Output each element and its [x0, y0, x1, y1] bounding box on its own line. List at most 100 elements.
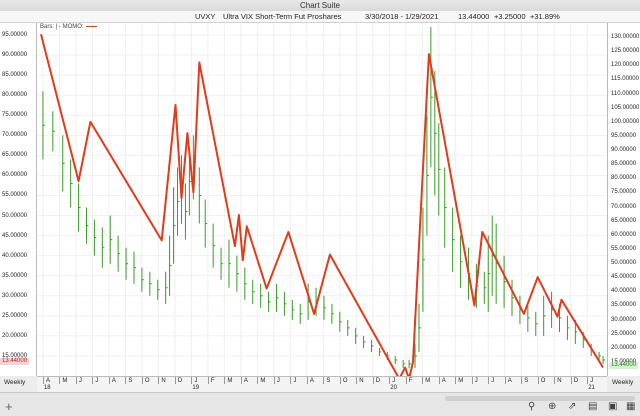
print-icon[interactable]: ▣ [608, 401, 618, 412]
right-tick-label: 125.00000 [611, 48, 640, 55]
right-tick-label: 15.00000 [611, 359, 636, 365]
chart-legend: Bars: | - MOMO: [40, 24, 97, 30]
month-tick [389, 377, 391, 384]
month-label: M [425, 378, 431, 384]
month-tick [257, 377, 259, 384]
price-change: +3.25000 [494, 12, 526, 21]
year-label: 19 [192, 385, 200, 391]
month-label: J [474, 378, 478, 384]
month-label: J [276, 378, 280, 384]
left-tick-label: 25.00000 [2, 312, 28, 319]
month-tick [125, 377, 127, 384]
right-tick-label: 60.00000 [611, 231, 637, 238]
left-tick-label: 40.00000 [2, 252, 28, 259]
month-label: A [309, 378, 314, 384]
month-tick [240, 377, 242, 384]
left-tick-label: 80.00000 [2, 92, 28, 99]
left-tick-label: 90.00000 [2, 52, 28, 59]
right-tick-label: 90.00000 [611, 147, 637, 154]
month-tick [174, 377, 176, 384]
month-label: J [194, 378, 198, 384]
weekly-label-right[interactable]: Weekly [612, 379, 634, 386]
month-label: J [95, 378, 99, 384]
legend-bars-marker: | - [55, 24, 63, 30]
year-label: 18 [43, 385, 51, 391]
right-tick-label: 85.00000 [611, 161, 637, 168]
zoom-icon[interactable]: ⚲ [528, 401, 536, 412]
month-tick [537, 377, 539, 384]
month-label: O [144, 378, 150, 384]
month-tick [158, 377, 160, 384]
left-tick-label: 65.00000 [2, 152, 28, 159]
weekly-label-left[interactable]: Weekly [4, 379, 26, 386]
right-tick-label: 30.00000 [611, 316, 637, 323]
right-momo-axis[interactable] [607, 23, 640, 376]
layout-icon[interactable]: ▤ [588, 401, 598, 412]
month-label: J [491, 378, 495, 384]
right-tick-label: 95.00000 [611, 132, 637, 139]
chart-svg [37, 23, 607, 376]
settings-icon[interactable]: ▦ [626, 401, 636, 412]
left-price-axis[interactable] [0, 23, 37, 376]
instrument-name: Ultra VIX Short-Term Fut Proshares [223, 12, 342, 21]
right-tick-label: 55.00000 [611, 245, 637, 252]
month-tick [521, 377, 523, 384]
month-tick [273, 377, 275, 384]
month-tick [587, 377, 589, 384]
month-tick [471, 377, 473, 384]
month-label: F [210, 378, 215, 384]
month-label: F [408, 378, 413, 384]
momo-line [40, 34, 604, 376]
add-icon[interactable]: + [5, 399, 13, 414]
month-tick [438, 377, 440, 384]
month-tick [75, 377, 77, 384]
crosshair-icon[interactable]: ⊕ [548, 401, 557, 412]
right-tick-label: 50.00000 [611, 260, 637, 267]
left-tick-label: 95.00000 [2, 32, 28, 39]
month-label: M [227, 378, 233, 384]
year-label: 21 [588, 385, 595, 391]
left-tick-label: 20.00000 [2, 332, 28, 339]
draw-line-icon[interactable]: ⇗ [568, 401, 577, 412]
month-tick [422, 377, 424, 384]
left-tick-label: 35.00000 [2, 272, 28, 279]
chart-plot-area[interactable] [37, 23, 607, 376]
left-tick-label: 30.00000 [2, 292, 28, 299]
month-tick [504, 377, 506, 384]
month-label: O [342, 378, 348, 384]
month-label: M [458, 378, 464, 384]
month-tick [191, 377, 193, 384]
month-tick [306, 377, 308, 384]
month-label: O [540, 378, 546, 384]
horizontal-scrollbar[interactable] [445, 396, 635, 401]
month-label: D [177, 378, 183, 384]
right-tick-label: 25.00000 [611, 330, 637, 337]
month-tick [323, 377, 325, 384]
month-label: J [590, 378, 594, 384]
right-tick-label: 120.00000 [611, 62, 640, 69]
left-tick-label: 15.00000 [2, 352, 28, 359]
percent-change: +31.89% [530, 12, 560, 21]
month-label: S [524, 378, 529, 384]
info-bar: UVXY Ultra VIX Short-Term Fut Proshares … [0, 11, 640, 23]
month-label: N [359, 378, 364, 384]
month-label: A [243, 378, 248, 384]
month-label: J [392, 378, 396, 384]
month-tick [405, 377, 407, 384]
legend-bars: Bars: [40, 24, 55, 30]
right-tick-label: 130.00000 [611, 34, 640, 41]
month-label: J [293, 378, 297, 384]
month-label: A [111, 378, 116, 384]
month-tick [290, 377, 292, 384]
right-tick-label: 115.00000 [611, 76, 639, 83]
symbol: UVXY [195, 12, 216, 21]
month-label: N [557, 378, 562, 384]
month-label: A [441, 378, 446, 384]
right-tick-label: 35.00000 [611, 302, 637, 309]
right-tick-label: 65.00000 [611, 217, 637, 224]
time-axis[interactable]: A M J J A S O N D J F M A M J J A S O N D J F M A M J J A S O N D J 18 19 20… [37, 376, 607, 392]
left-tick-label: 75.00000 [2, 112, 28, 119]
right-tick-label: 40.00000 [611, 288, 637, 295]
month-tick [554, 377, 556, 384]
last-price: 13.44000 [458, 12, 490, 21]
